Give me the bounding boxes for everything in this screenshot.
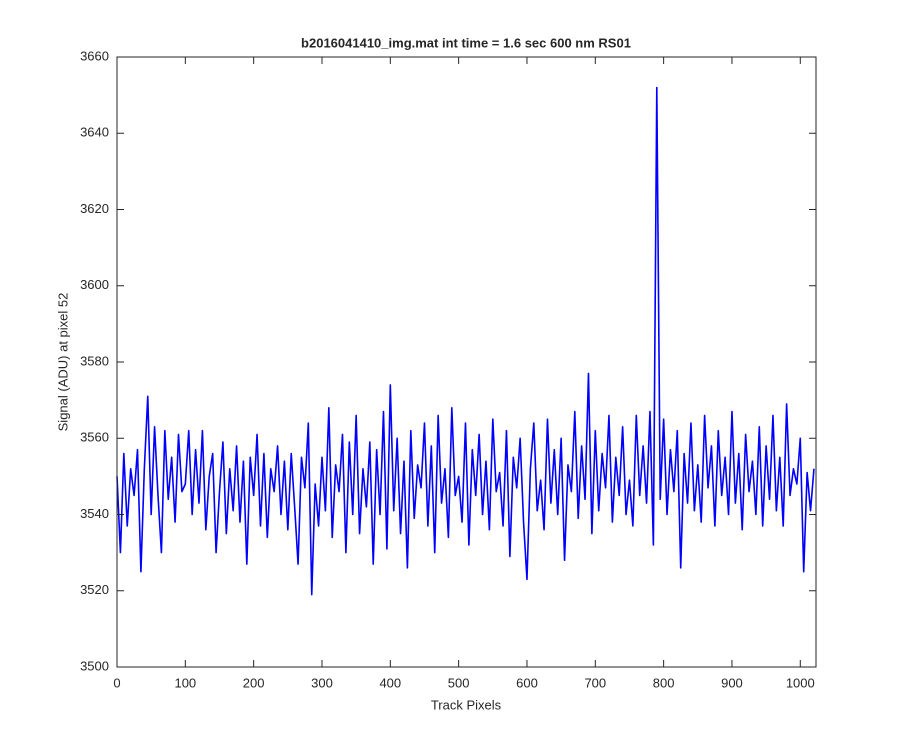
y-tick-label: 3620 [80, 201, 109, 216]
x-tick-label: 100 [174, 675, 196, 690]
y-tick-label: 3560 [80, 430, 109, 445]
x-axis-label: Track Pixels [431, 697, 502, 712]
x-tick-label: 0 [113, 675, 120, 690]
x-tick-label: 200 [243, 675, 265, 690]
y-tick-label: 3580 [80, 353, 109, 368]
x-tick-label: 500 [448, 675, 470, 690]
data-line [116, 86, 815, 596]
chart-title: b2016041410_img.mat int time = 1.6 sec 6… [301, 35, 631, 50]
y-tick-label: 3600 [80, 277, 109, 292]
x-tick-label: 400 [379, 675, 401, 690]
y-tick-label: 3540 [80, 506, 109, 521]
y-tick-label: 3500 [80, 658, 109, 673]
x-tick-label: 900 [721, 675, 743, 690]
y-tick-label: 3660 [80, 48, 109, 63]
x-tick-label: 300 [311, 675, 333, 690]
y-axis-label: Signal (ADU) at pixel 52 [55, 293, 70, 432]
x-tick-label: 700 [584, 675, 606, 690]
x-tick-label: 600 [516, 675, 538, 690]
y-tick-label: 3520 [80, 582, 109, 597]
x-tick-label: 1000 [786, 675, 815, 690]
x-tick-label: 800 [653, 675, 675, 690]
y-tick-label: 3640 [80, 125, 109, 140]
